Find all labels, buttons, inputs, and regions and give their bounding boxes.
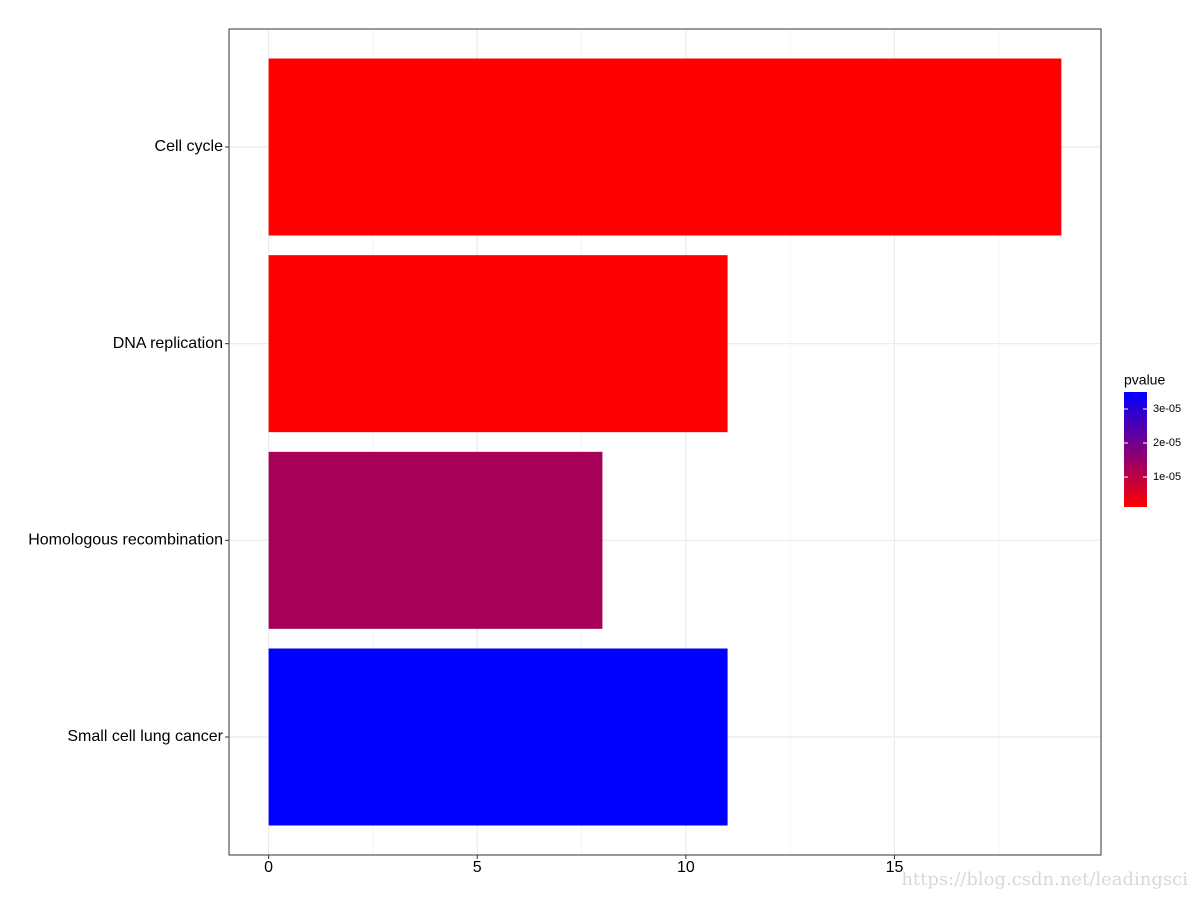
x-tick-label: 10 bbox=[677, 859, 695, 876]
panel-border bbox=[228, 28, 1102, 856]
legend-title: pvalue bbox=[1124, 372, 1165, 388]
legend-tick-label: 3e-05 bbox=[1153, 403, 1181, 415]
y-tick-label: Small cell lung cancer bbox=[67, 728, 223, 745]
legend-tick-label: 1e-05 bbox=[1153, 471, 1181, 483]
bar bbox=[268, 648, 728, 826]
bar bbox=[268, 451, 603, 629]
y-tick-label: Homologous recombination bbox=[28, 532, 223, 549]
x-tick-label: 0 bbox=[264, 859, 273, 876]
bar bbox=[268, 58, 1062, 236]
legend-tick-label: 2e-05 bbox=[1153, 437, 1181, 449]
y-tick-label: DNA replication bbox=[113, 335, 223, 352]
y-tick-label: Cell cycle bbox=[155, 138, 224, 155]
x-tick-label: 5 bbox=[473, 859, 482, 876]
colorbar bbox=[1124, 392, 1147, 507]
bar bbox=[268, 255, 728, 433]
x-tick-label: 15 bbox=[886, 859, 904, 876]
watermark: https://blog.csdn.net/leadingsci bbox=[901, 869, 1188, 890]
